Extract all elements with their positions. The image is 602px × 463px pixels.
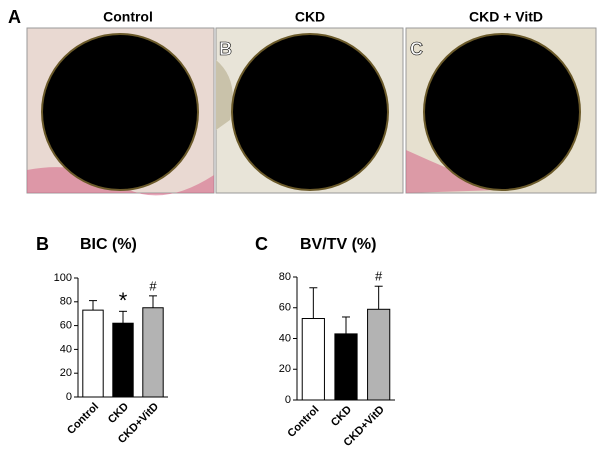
annotation: #: [149, 278, 157, 293]
bar: [367, 308, 391, 401]
y-tick-label: 40: [279, 332, 291, 344]
x-tick-label: CKD: [329, 404, 354, 429]
panel-label: C: [255, 234, 268, 254]
x-tick-label: Control: [285, 404, 321, 440]
x-tick-label: CKD: [106, 401, 131, 426]
panel-label: B: [36, 234, 49, 254]
image-label: B: [219, 39, 232, 59]
y-tick-label: 100: [54, 272, 72, 284]
histology-image: [215, 27, 404, 194]
annotation: #: [375, 269, 383, 284]
y-tick-label: 60: [279, 302, 291, 314]
y-tick-label: 80: [279, 271, 291, 283]
histology-image: [405, 27, 597, 194]
y-tick-label: 0: [66, 391, 72, 403]
image-title: CKD + VitD: [469, 9, 543, 25]
y-tick-label: 40: [60, 343, 72, 355]
y-tick-label: 20: [279, 363, 291, 375]
y-tick-label: 80: [60, 296, 72, 308]
image-title: Control: [103, 9, 153, 25]
bar: [82, 309, 104, 398]
y-tick-label: 0: [285, 394, 291, 406]
image-label: C: [410, 39, 423, 59]
bar: [334, 333, 358, 401]
bar: [112, 322, 134, 398]
bar: [301, 318, 325, 401]
image-title: CKD: [295, 9, 325, 25]
y-tick-label: 60: [60, 320, 72, 332]
annotation: *: [119, 288, 128, 313]
histology-image: [26, 27, 215, 196]
chart-title: BIC (%): [80, 236, 137, 253]
bar: [142, 307, 164, 398]
y-tick-label: 20: [60, 367, 72, 379]
x-tick-label: Control: [65, 401, 101, 437]
panel-label: A: [8, 7, 21, 27]
chart-title: BV/TV (%): [300, 236, 376, 253]
